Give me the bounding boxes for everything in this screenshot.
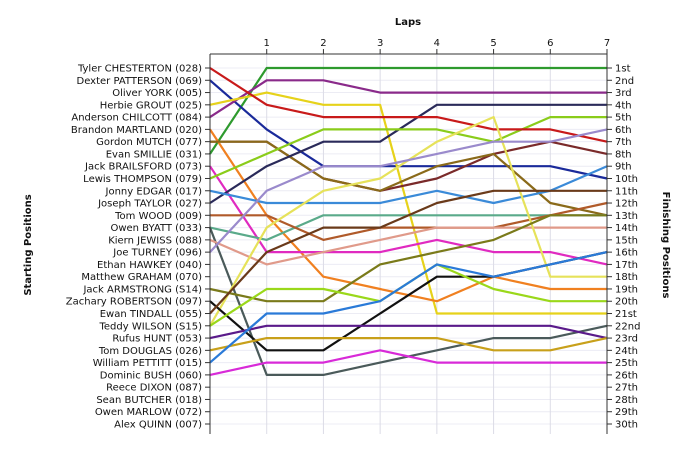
lap-tick-label: 2: [320, 38, 326, 49]
starting-position-label: Rufus HUNT (053): [112, 334, 202, 345]
series-line: [209, 226, 607, 266]
finishing-position-label: 8th: [615, 149, 632, 160]
finishing-position-label: 26th: [615, 370, 638, 381]
starting-position-label: William PETTITT (015): [93, 358, 202, 369]
series-line: [209, 214, 607, 303]
finishing-position-label: 13th: [615, 211, 638, 222]
series-line: [209, 128, 608, 253]
series-lines: [208, 66, 608, 376]
starting-position-label: Jack BRAILSFORD (073): [84, 162, 202, 173]
series-line: [209, 115, 607, 180]
finishing-position-label: 1st: [615, 64, 631, 75]
finishing-position-label: 20th: [615, 297, 638, 308]
y-axis-left-title: Starting Positions: [23, 194, 34, 295]
starting-position-label: Tyler CHESTERTON (028): [77, 64, 202, 75]
starting-position-label: Dexter PATTERSON (069): [77, 76, 203, 87]
finishing-position-label: 7th: [615, 137, 632, 148]
lap-tick-label: 4: [434, 38, 440, 49]
starting-position-label: Ethan HAWKEY (040): [97, 260, 202, 271]
starting-position-label: Anderson CHILCOTT (084): [71, 113, 202, 124]
finishing-position-label: 6th: [615, 125, 632, 136]
finishing-position-label: 19th: [615, 284, 638, 295]
lap-tick-label: 1: [264, 38, 270, 49]
starting-position-label: Oliver YORK (005): [112, 88, 202, 99]
starting-position-label: Zachary ROBERTSON (097): [66, 297, 202, 308]
finishing-position-label: 12th: [615, 199, 638, 210]
x-axis-title: Laps: [395, 17, 421, 28]
series-line: [209, 337, 608, 352]
finishing-position-label: 11th: [615, 186, 638, 197]
finishing-position-label: 4th: [615, 100, 632, 111]
starting-position-label: Herbie GROUT (025): [100, 100, 202, 111]
lap-tick-label: 6: [547, 38, 553, 49]
starting-position-label: Jack ARMSTRONG (S14): [82, 284, 202, 295]
finishing-position-label: 17th: [615, 260, 638, 271]
finishing-position-label: 18th: [615, 272, 638, 283]
finishing-position-label: 10th: [615, 174, 638, 185]
starting-position-label: Owen BYATT (033): [110, 223, 202, 234]
lap-tick-label: 5: [490, 38, 496, 49]
finishing-position-label: 30th: [615, 420, 638, 431]
plot-frame: [205, 49, 612, 434]
starting-position-label: Evan SMILLIE (031): [106, 149, 202, 160]
finishing-position-label: 25th: [615, 358, 638, 369]
starting-position-label: Owen MARLOW (072): [95, 407, 202, 418]
finishing-position-label: 29th: [615, 407, 638, 418]
series-line: [209, 324, 608, 340]
finishing-position-label: 14th: [615, 223, 638, 234]
starting-position-label: Sean BUTCHER (018): [96, 395, 202, 406]
series-line: [209, 79, 607, 119]
starting-position-label: Kiern JEWISS (088): [108, 235, 202, 246]
tick-labels: Tyler CHESTERTON (028)Dexter PATTERSON (…: [66, 38, 641, 431]
starting-position-label: Lewis THOMPSON (079): [83, 174, 202, 185]
starting-position-label: Reece DIXON (087): [106, 383, 202, 394]
starting-position-label: Gordon MUTCH (077): [96, 137, 202, 148]
series-line: [209, 66, 607, 155]
starting-position-label: Alex QUINN (007): [114, 420, 202, 431]
starting-position-label: Jonny EDGAR (017): [105, 186, 203, 197]
finishing-position-label: 27th: [615, 383, 638, 394]
series-line: [209, 251, 608, 364]
lap-tick-label: 3: [377, 38, 383, 49]
lap-tick-label: 7: [604, 38, 610, 49]
finishing-position-label: 3rd: [615, 88, 632, 99]
finishing-position-label: 24th: [615, 346, 638, 357]
finishing-position-label: 15th: [615, 235, 638, 246]
starting-position-label: Tom DOUGLAS (026): [98, 346, 202, 357]
starting-position-label: Ewan TINDALL (055): [100, 309, 202, 320]
series-line: [209, 165, 608, 205]
series-line: [209, 67, 608, 143]
y-axis-right-title: Finishing Positions: [660, 192, 671, 299]
gridlines: [210, 54, 608, 434]
starting-position-label: Brandon MARTLAND (020): [71, 125, 202, 136]
starting-position-label: Joseph TAYLOR (027): [97, 199, 202, 210]
starting-position-label: Dominic BUSH (060): [100, 370, 202, 381]
finishing-position-label: 23rd: [615, 334, 638, 345]
starting-position-label: Teddy WILSON (S15): [98, 321, 202, 332]
series-line: [209, 349, 607, 376]
finishing-position-label: 28th: [615, 395, 638, 406]
finishing-position-label: 22nd: [615, 321, 640, 332]
starting-position-label: Joe TURNEY (096): [112, 248, 202, 259]
finishing-position-label: 5th: [615, 113, 632, 124]
finishing-position-label: 9th: [615, 162, 632, 173]
starting-position-label: Tom WOOD (009): [114, 211, 202, 222]
finishing-position-label: 21st: [615, 309, 637, 320]
series-line: [209, 189, 607, 315]
series-line: [210, 140, 608, 217]
finishing-position-label: 2nd: [615, 76, 634, 87]
series-line: [209, 91, 607, 315]
finishing-position-label: 16th: [615, 248, 638, 259]
series-line: [209, 79, 608, 180]
series-line: [210, 201, 608, 241]
starting-position-label: Matthew GRAHAM (070): [81, 272, 202, 283]
series-line: [209, 103, 607, 204]
